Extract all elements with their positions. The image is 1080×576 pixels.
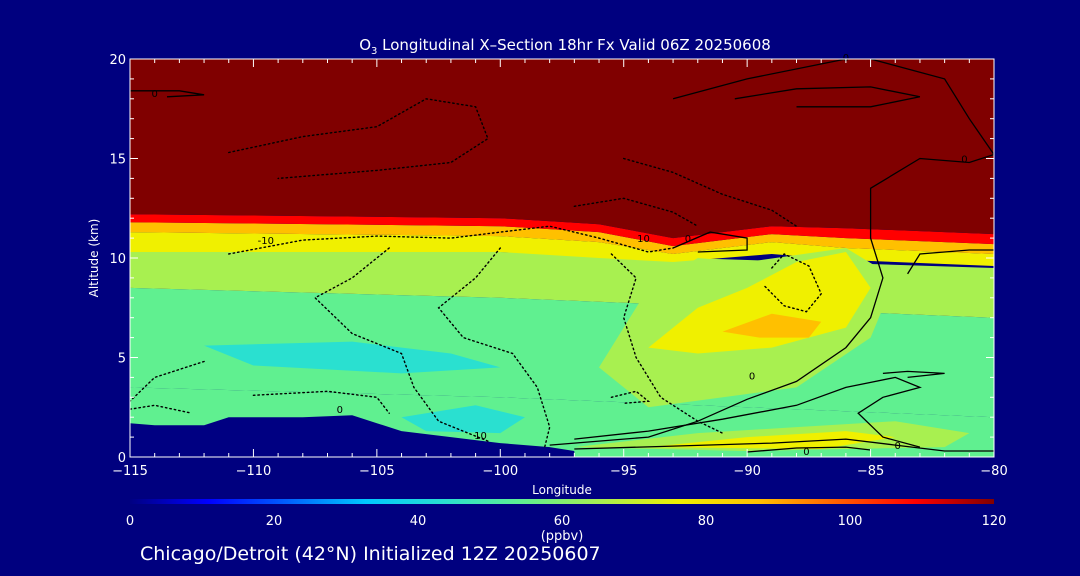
ozone-region-tropopause-orange [130,222,994,254]
contour-line-20 [623,157,798,227]
colorbar-tick-label: 40 [410,514,427,529]
x-tick-label: −80 [980,464,1007,479]
ozone-field [130,59,994,457]
x-tick-label: −110 [236,464,272,479]
contour-label: 0 [961,155,967,166]
contour-line-19 [227,98,489,180]
x-axis-label: Longitude [532,483,592,497]
x-tick-label: −85 [857,464,884,479]
chart-title: O3 Longitudinal X–Section 18hr Fx Valid … [359,36,771,57]
contour-label: 0 [749,371,755,382]
colorbar-tick-label: 60 [554,514,571,529]
terrain [130,415,575,457]
y-tick-label: 5 [118,352,126,367]
contour-line-18 [763,253,823,313]
y-axis: 0 5 10 15 20 [109,53,994,466]
chart-title-prefix: O [359,36,371,54]
contour-line-0 [672,231,748,253]
y-tick-label: 0 [118,451,126,466]
y-axis-label: Altitude (km) [87,219,101,298]
ozone-region-tropopause-yellow [130,232,994,266]
ozone-region-tropopause-red [130,214,994,247]
x-tick-label: −90 [733,464,760,479]
chart-title-subscript: 3 [371,46,377,57]
contour-label: 10 [637,234,650,245]
x-tick-label: −100 [482,464,518,479]
y-tick-label: 15 [109,153,126,168]
contour-label: 0 [803,447,809,458]
ozone-change-contours [130,59,994,453]
colorbar-unit-label: (ppbv) [541,529,584,544]
contour-line-6 [907,249,994,275]
contour-line-11 [227,225,674,255]
contour-line-16 [130,404,193,414]
x-axis: −115 −110 −105 −100 −95 −90 −85 −80 [112,59,1008,479]
contour-label: 0 [685,234,691,245]
terrain-mask [130,415,575,457]
contour-line-17 [252,390,390,414]
x-tick-label: −115 [112,464,148,479]
contour-line-14 [610,253,724,434]
contour-label: 0 [895,441,901,452]
ozone-region-subsidence-orange [722,313,822,338]
y-tick-label: 10 [109,252,126,267]
colorbar [130,499,994,504]
chart-title-rest: Longitudinal X–Section 18hr Fx Valid 06Z… [377,36,770,54]
contour-line-9 [882,370,945,379]
contour-line-22 [610,390,651,404]
contour-line-8 [574,438,994,452]
colorbar-tick-label: 100 [838,514,863,529]
colorbar-tick-label: 20 [266,514,283,529]
contour-line-13 [313,247,489,442]
contour-line-1 [870,59,994,155]
colorbar-tick-label: 120 [982,514,1007,529]
contour-label: -10 [258,236,274,247]
colorbar-tick-label: 80 [698,514,715,529]
contour-label: 0 [337,405,343,416]
ozone-region-stratosphere [130,59,994,239]
contour-label: 0 [152,89,158,100]
contour-line-10 [747,446,871,453]
contour-line-7 [574,376,922,448]
x-tick-label: −95 [610,464,637,479]
y-tick-label: 20 [109,53,126,68]
contour-label: 10 [474,431,487,442]
colorbar-tick-label: 0 [126,514,134,529]
ozone-region-mid-level-blue [204,341,501,374]
initialization-caption: Chicago/Detroit (42°N) Initialized 12Z 2… [140,543,601,565]
contour-line-3 [130,90,205,98]
x-tick-label: −105 [359,464,395,479]
contour-line-4 [672,59,847,100]
contour-line-2 [734,86,921,108]
contour-line-12 [437,247,551,448]
colorbar-ticks: 0 20 40 60 80 100 120 [126,514,1007,529]
